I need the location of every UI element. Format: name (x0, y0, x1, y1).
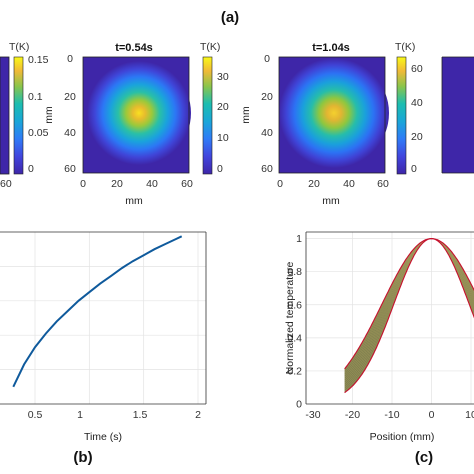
panel-label-a: (a) (221, 9, 239, 26)
y-tick-label: 0.6 (287, 299, 302, 311)
colorbar-tick: 0 (217, 163, 223, 175)
x-tick-label: 40 (343, 178, 355, 190)
heatmap-left-partial: T(K) 0.15 0.1 0.05 0 60 (0, 41, 49, 190)
colorbar-left-tick: 0.05 (28, 127, 49, 139)
x-tick-label: 60 (181, 178, 193, 190)
x-tick-label: 20 (308, 178, 320, 190)
x-axis-label: Position (mm) (370, 431, 435, 443)
heatmap-hotspot (87, 61, 191, 165)
x-tick-label: 1.5 (133, 409, 148, 421)
x-axis-label: mm (125, 195, 143, 207)
grid-b (0, 232, 206, 404)
colorbar-tick: 60 (411, 63, 423, 75)
heatmap-title: t=1.04s (312, 42, 350, 54)
y-tick-label: 0 (296, 399, 302, 411)
y-axis-label: mm (43, 106, 55, 124)
heatmap-background (442, 57, 474, 173)
line-chart-c: 1 0.8 0.6 0.4 0.2 0 -30 -20 -10 0 10 Normalized t… (284, 231, 474, 443)
series-edge-outer (344, 238, 474, 370)
x-tick-label: -20 (345, 409, 360, 421)
y-tick-label: 60 (261, 163, 273, 175)
x-tick-label: 60 (0, 178, 12, 190)
panel-label-b: (b) (73, 449, 92, 466)
heatmap-hotspot (279, 58, 389, 168)
colorbar-left-title: T(K) (9, 41, 29, 53)
colorbar-tick: 20 (217, 101, 229, 113)
colorbar-left-tick: 0.1 (28, 91, 43, 103)
colorbar-left (13, 56, 24, 175)
colorbar-left-tick: 0.15 (28, 54, 49, 66)
x-tick-label: 0 (80, 178, 86, 190)
x-tick-label: 0 (277, 178, 283, 190)
heatmap-right-partial (441, 56, 474, 174)
x-tick-label: -10 (384, 409, 399, 421)
y-tick-label: 20 (64, 91, 76, 103)
y-tick-label: 0 (264, 53, 270, 65)
y-ticks-c: 1 0.8 0.6 0.4 0.2 0 (287, 233, 302, 410)
colorbar (202, 56, 213, 175)
y-tick-label: 40 (261, 127, 273, 139)
heatmap-title: t=0.54s (115, 42, 153, 54)
y-tick-label: 0.4 (287, 332, 302, 344)
colorbar-tick: 40 (411, 97, 423, 109)
x-axis-label: mm (322, 195, 340, 207)
x-ticks-c: -30 -20 -10 0 10 (305, 409, 474, 421)
x-tick-label: 1 (77, 409, 83, 421)
y-tick-label: 0.8 (287, 266, 302, 278)
x-axis-label: Time (s) (84, 431, 122, 443)
x-tick-label: 20 (111, 178, 123, 190)
y-axis-label: mm (240, 106, 252, 124)
colorbar-tick: 10 (217, 132, 229, 144)
heatmap-t054: t=0.54s 0 20 40 60 mm 0 20 40 60 mm T(K)… (43, 41, 229, 207)
panel-label-c: (c) (415, 449, 433, 466)
plot-area-c (306, 232, 474, 404)
x-tick-label: 0.5 (28, 409, 43, 421)
x-tick-label: -30 (305, 409, 320, 421)
heatmap-left-plot-area (0, 56, 10, 175)
heatmap-frame (82, 56, 190, 174)
y-tick-label: 0 (67, 53, 73, 65)
y-axis-label: Normalized temperature (284, 262, 296, 375)
heatmap-frame (278, 56, 386, 174)
x-tick-label: 10 (465, 409, 474, 421)
heatmap-t104: t=1.04s 0 20 40 60 mm 0 20 40 60 mm T(K)… (240, 41, 423, 207)
series-band (344, 238, 474, 393)
colorbar-title: T(K) (395, 41, 415, 53)
x-tick-label: 40 (146, 178, 158, 190)
y-tick-label: 20 (261, 91, 273, 103)
colorbar-tick: 20 (411, 131, 423, 143)
y-tick-label: 60 (64, 163, 76, 175)
series-line (12, 235, 183, 388)
plot-area-b (0, 232, 206, 404)
y-tick-label: 1 (296, 233, 302, 245)
y-tick-label: 0.2 (287, 365, 302, 377)
colorbar-tick: 0 (411, 163, 417, 175)
x-tick-label: 0 (429, 409, 435, 421)
x-tick-label: 2 (195, 409, 201, 421)
colorbar-title: T(K) (200, 41, 220, 53)
x-tick-label: 60 (377, 178, 389, 190)
colorbar-left-tick: 0 (28, 163, 34, 175)
colorbar-tick: 30 (217, 71, 229, 83)
colorbar (396, 56, 407, 175)
y-tick-label: 40 (64, 127, 76, 139)
line-chart-b: 0.5 1 1.5 2 Time (s) (0, 231, 207, 443)
